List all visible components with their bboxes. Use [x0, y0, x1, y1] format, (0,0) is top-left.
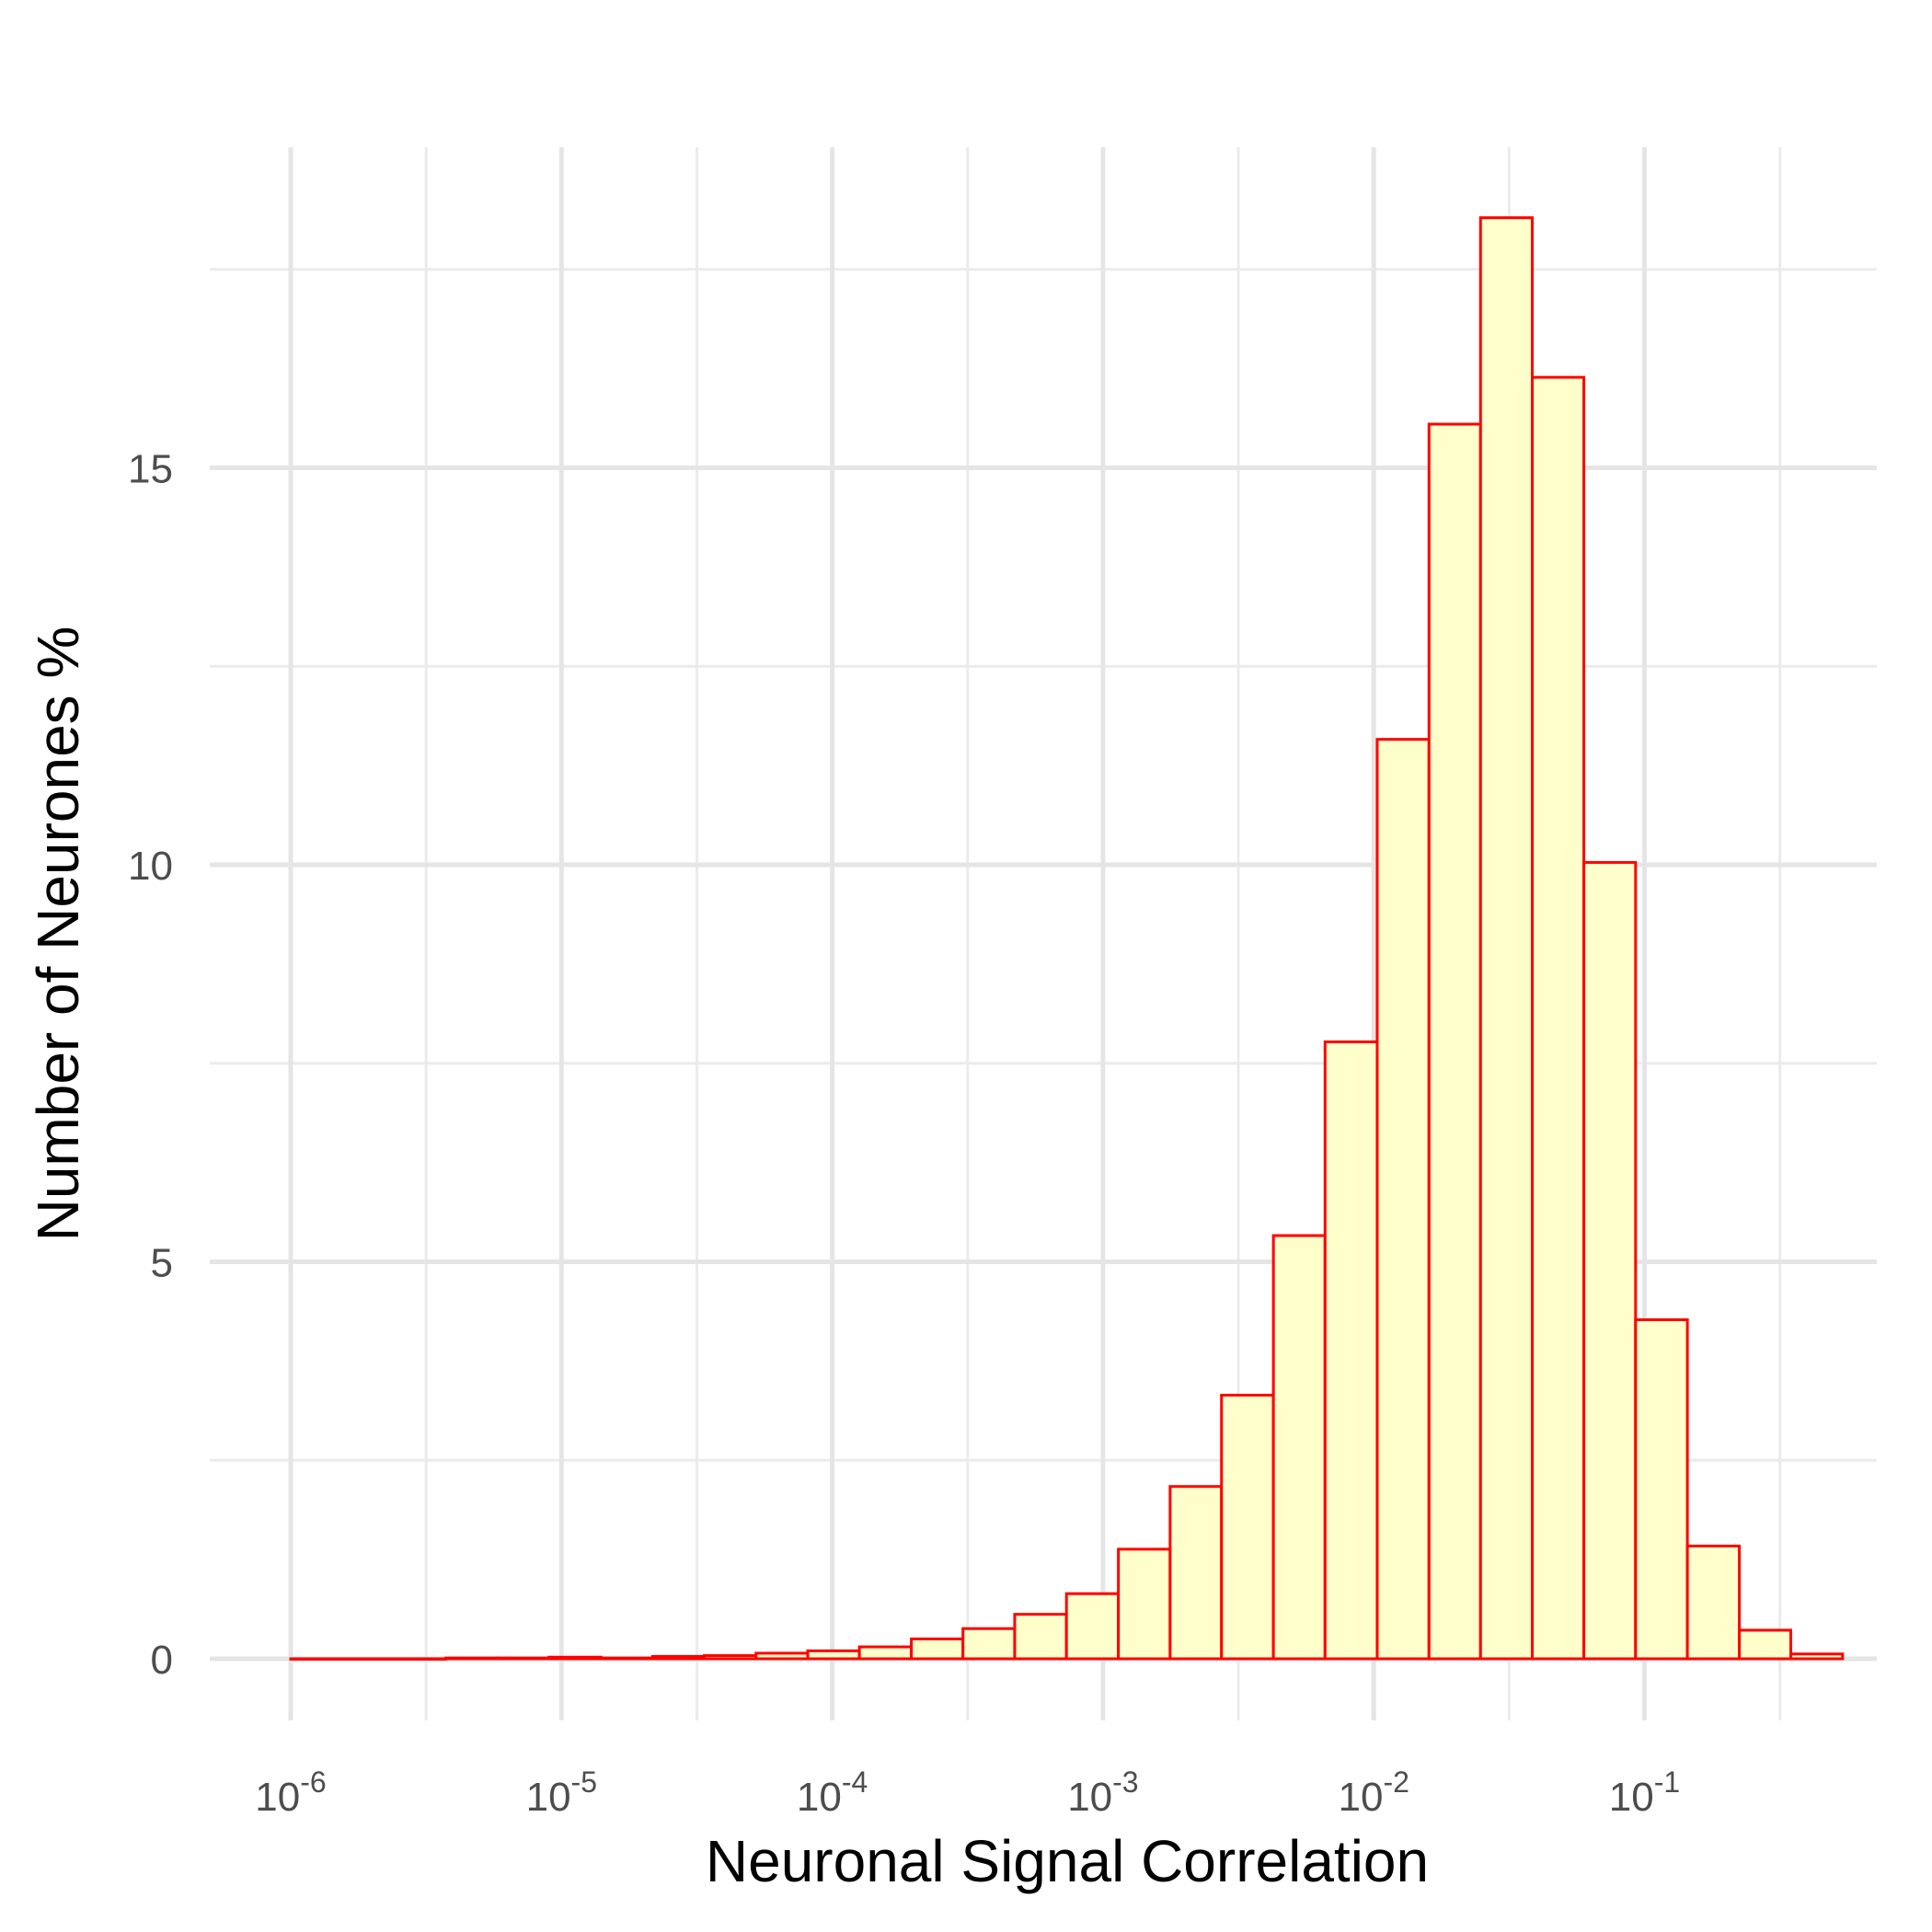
histogram-bar: [340, 1657, 396, 1661]
histogram-bar: [961, 1627, 1017, 1661]
histogram-bar: [1478, 216, 1535, 1661]
x-tick-label: 10-2: [1338, 1765, 1409, 1820]
histogram-bar: [1634, 1317, 1689, 1661]
histogram-bar: [910, 1637, 965, 1661]
y-tick-label: 5: [151, 1241, 173, 1286]
histogram-bar: [1531, 375, 1586, 1661]
histogram-bar: [1168, 1485, 1224, 1661]
histogram-bar: [754, 1651, 810, 1661]
x-tick-label: 10-3: [1067, 1765, 1138, 1820]
histogram-bar: [703, 1654, 758, 1661]
histogram-bar: [289, 1657, 344, 1661]
histogram-bar: [1738, 1628, 1793, 1661]
x-tick-label: 10-4: [797, 1765, 868, 1820]
histogram-bar: [1220, 1393, 1275, 1661]
histogram-bar: [1582, 860, 1638, 1661]
histogram-bar: [392, 1657, 448, 1661]
histogram-bar: [1789, 1652, 1845, 1661]
y-axis-title: Number of Neurones %: [25, 627, 91, 1242]
histogram-bar: [1427, 422, 1482, 1661]
y-tick-label: 10: [128, 844, 173, 889]
histogram-bar: [444, 1656, 500, 1661]
histogram-bars: [289, 216, 1845, 1661]
x-tick-label: 10-5: [526, 1765, 597, 1820]
histogram-bar: [1117, 1547, 1172, 1661]
x-axis-ticks: 10-6 10-5 10-4 10-3 10-2 10-1: [255, 1765, 1680, 1820]
histogram-bar: [806, 1649, 861, 1661]
histogram-bar: [1271, 1234, 1327, 1661]
x-tick-label: 10-1: [1609, 1765, 1680, 1820]
y-tick-label: 15: [128, 447, 173, 492]
histogram-bar: [1685, 1544, 1742, 1661]
y-axis-ticks: 0 5 10 15: [128, 447, 173, 1684]
histogram-bar: [1375, 738, 1431, 1661]
histogram-bar: [1013, 1613, 1068, 1661]
histogram-bar: [857, 1645, 914, 1661]
histogram-bar: [1064, 1592, 1121, 1661]
x-tick-label: 10-6: [255, 1765, 326, 1820]
histogram-bar: [1323, 1040, 1379, 1661]
x-axis-title: Neuronal Signal Correlation: [706, 1828, 1429, 1894]
histogram-bar: [547, 1655, 603, 1661]
y-tick-label: 0: [151, 1638, 173, 1683]
histogram-bar: [496, 1656, 551, 1661]
histogram-bar: [599, 1656, 654, 1661]
histogram-bar: [650, 1654, 707, 1661]
